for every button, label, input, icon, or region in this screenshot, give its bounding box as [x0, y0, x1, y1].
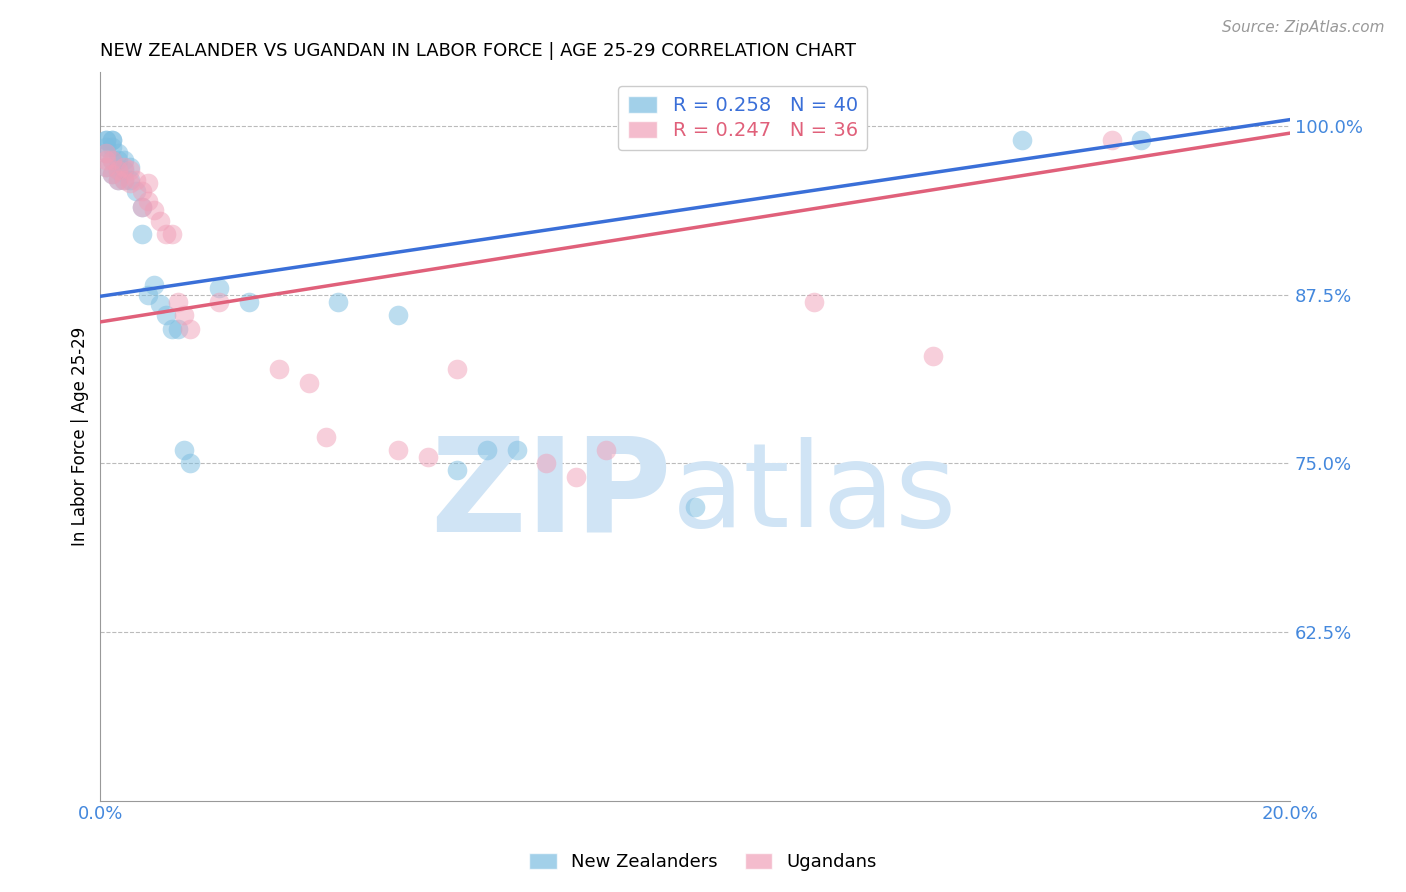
Point: [208, 294, 231, 309]
Point: [1011, 133, 1033, 147]
Point: [96, 153, 118, 167]
Point: [120, 176, 142, 190]
Point: [416, 450, 439, 464]
Text: ZIP: ZIP: [430, 431, 672, 558]
Point: [160, 227, 183, 242]
Point: [136, 288, 159, 302]
Point: [173, 442, 195, 457]
Point: [315, 429, 337, 443]
Point: [446, 463, 468, 477]
Legend: R = 0.258   N = 40, R = 0.247   N = 36: R = 0.258 N = 40, R = 0.247 N = 36: [619, 86, 868, 150]
Point: [166, 321, 188, 335]
Point: [179, 321, 201, 335]
Point: [565, 470, 588, 484]
Point: [506, 442, 529, 457]
Point: [267, 362, 290, 376]
Point: [96, 146, 118, 161]
Point: [238, 294, 260, 309]
Point: [107, 146, 129, 161]
Point: [155, 308, 177, 322]
Point: [107, 162, 129, 177]
Point: [101, 167, 124, 181]
Point: [120, 173, 142, 187]
Point: [96, 139, 118, 153]
Point: [112, 153, 135, 167]
Point: [142, 202, 165, 217]
Point: [131, 200, 153, 214]
Point: [328, 294, 350, 309]
Point: [173, 308, 195, 322]
Point: [96, 133, 118, 147]
Point: [120, 160, 142, 174]
Point: [112, 173, 135, 187]
Point: [142, 278, 165, 293]
Point: [149, 297, 172, 311]
Point: [155, 227, 177, 242]
Point: [101, 167, 124, 181]
Point: [107, 173, 129, 187]
Point: [160, 321, 183, 335]
Point: [803, 294, 825, 309]
Point: [101, 153, 124, 167]
Point: [131, 184, 153, 198]
Point: [683, 500, 706, 514]
Point: [96, 133, 118, 147]
Text: Source: ZipAtlas.com: Source: ZipAtlas.com: [1222, 20, 1385, 35]
Point: [136, 194, 159, 208]
Y-axis label: In Labor Force | Age 25-29: In Labor Force | Age 25-29: [72, 326, 89, 546]
Point: [1130, 133, 1153, 147]
Point: [120, 162, 142, 177]
Point: [125, 184, 148, 198]
Point: [166, 294, 188, 309]
Point: [136, 176, 159, 190]
Point: [208, 281, 231, 295]
Point: [179, 457, 201, 471]
Point: [125, 173, 148, 187]
Point: [101, 133, 124, 147]
Point: [101, 153, 124, 167]
Point: [149, 213, 172, 227]
Point: [112, 162, 135, 177]
Point: [297, 376, 319, 390]
Text: NEW ZEALANDER VS UGANDAN IN LABOR FORCE | AGE 25-29 CORRELATION CHART: NEW ZEALANDER VS UGANDAN IN LABOR FORCE …: [100, 42, 856, 60]
Point: [595, 442, 617, 457]
Point: [101, 139, 124, 153]
Point: [107, 173, 129, 187]
Point: [112, 173, 135, 187]
Point: [112, 160, 135, 174]
Point: [107, 153, 129, 167]
Point: [107, 162, 129, 177]
Point: [387, 442, 409, 457]
Point: [387, 308, 409, 322]
Point: [96, 160, 118, 174]
Point: [101, 133, 124, 147]
Point: [446, 362, 468, 376]
Point: [96, 146, 118, 161]
Point: [536, 457, 558, 471]
Legend: New Zealanders, Ugandans: New Zealanders, Ugandans: [522, 846, 884, 879]
Text: atlas: atlas: [672, 437, 956, 552]
Point: [131, 200, 153, 214]
Point: [131, 227, 153, 242]
Point: [96, 160, 118, 174]
Point: [1101, 133, 1123, 147]
Point: [475, 442, 498, 457]
Point: [922, 349, 945, 363]
